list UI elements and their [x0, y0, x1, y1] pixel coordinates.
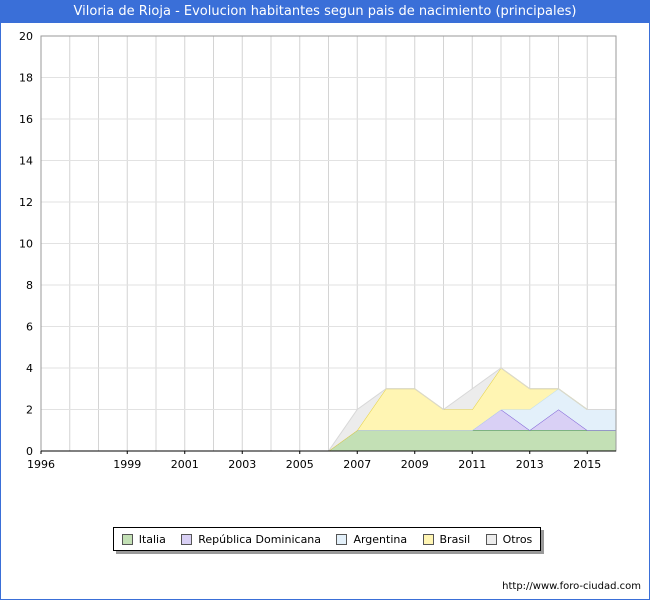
y-tick-label: 0 — [26, 445, 33, 458]
legend-label-italia: Italia — [138, 532, 166, 546]
legend-item-argentina: Argentina — [336, 533, 407, 546]
area-argentina — [41, 388, 616, 451]
chart-plot: 0 2 4 6 8 10 12 14 16 18 20 1996 1999 2001 2003 2005 200… — [19, 30, 617, 471]
chart-legend: Italia República Dominicana Argentina Br… — [113, 527, 541, 551]
area-brasil — [41, 368, 616, 451]
legend-label-republica-dominicana: República Dominicana — [198, 532, 322, 546]
y-tick-label: 18 — [19, 72, 33, 85]
legend-swatch-republica-dominicana — [181, 533, 193, 545]
x-tick-label: 2005 — [286, 458, 314, 471]
legend-item-italia: Italia — [121, 532, 166, 546]
y-tick-label: 16 — [19, 113, 33, 126]
x-tick-label: 2007 — [343, 458, 371, 471]
legend-label-argentina: Argentina — [353, 532, 408, 546]
x-tick-label: 2001 — [171, 458, 199, 471]
legend-item-republica-dominicana: República Dominicana — [181, 533, 321, 546]
legend-item-otros: Otros — [485, 532, 533, 546]
area-republica-dominicana — [41, 409, 616, 451]
legend-label-brasil: Brasil — [439, 532, 471, 546]
y-tick-label: 6 — [26, 321, 33, 334]
y-tick-label: 4 — [26, 362, 33, 375]
x-tick-label: 2003 — [228, 458, 256, 471]
legend-swatch-argentina — [336, 533, 348, 545]
legend-swatch-italia — [121, 533, 133, 545]
x-tick-label: 2009 — [401, 458, 429, 471]
x-tick-label: 2015 — [573, 458, 601, 471]
x-tick-label: 2013 — [516, 458, 544, 471]
x-tick-label: 1999 — [113, 458, 141, 471]
legend-swatch-otros — [485, 533, 497, 545]
x-tick-label: 1996 — [27, 458, 55, 471]
y-tick-label: 10 — [19, 238, 33, 251]
legend-item-brasil: Brasil — [422, 532, 471, 546]
x-tick-label: 2011 — [458, 458, 486, 471]
y-tick-label: 8 — [26, 279, 33, 292]
y-tick-label: 14 — [19, 155, 33, 168]
legend-label-otros: Otros — [502, 532, 533, 546]
y-tick-label: 2 — [26, 404, 33, 417]
chart-title: Viloria de Rioja - Evolucion habitantes … — [1, 1, 649, 23]
y-tick-label: 12 — [19, 196, 33, 209]
area-italia — [41, 430, 616, 451]
source-url: http://www.foro-ciudad.com — [502, 581, 641, 592]
legend-swatch-brasil — [422, 533, 434, 545]
y-tick-label: 20 — [19, 30, 33, 43]
